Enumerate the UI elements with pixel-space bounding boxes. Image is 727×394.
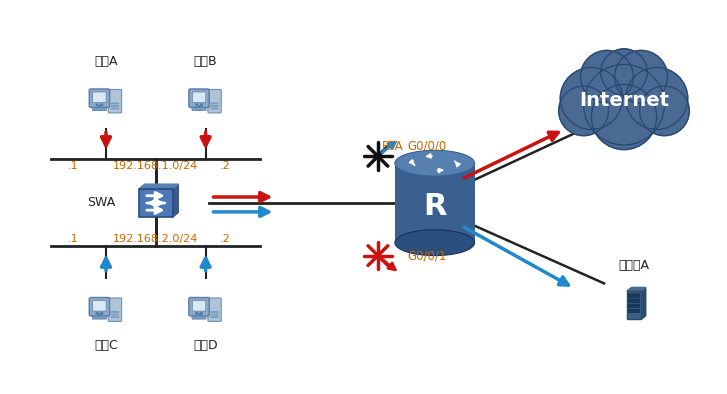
FancyBboxPatch shape xyxy=(210,311,219,313)
Text: G0/0/1: G0/0/1 xyxy=(408,249,447,262)
Polygon shape xyxy=(627,287,646,291)
FancyBboxPatch shape xyxy=(210,102,219,104)
Circle shape xyxy=(196,312,198,314)
Circle shape xyxy=(625,67,688,130)
Text: 主朿B: 主朿B xyxy=(194,56,217,69)
FancyBboxPatch shape xyxy=(627,291,641,320)
FancyBboxPatch shape xyxy=(208,89,221,113)
FancyBboxPatch shape xyxy=(192,316,206,319)
FancyBboxPatch shape xyxy=(192,108,206,111)
Circle shape xyxy=(559,86,608,136)
Circle shape xyxy=(201,104,202,106)
FancyBboxPatch shape xyxy=(628,299,640,303)
FancyBboxPatch shape xyxy=(628,294,640,297)
Circle shape xyxy=(101,104,103,106)
FancyBboxPatch shape xyxy=(92,301,106,311)
Text: G0/0/0: G0/0/0 xyxy=(408,140,447,153)
Text: RTA: RTA xyxy=(382,140,403,153)
FancyBboxPatch shape xyxy=(210,108,219,110)
FancyBboxPatch shape xyxy=(139,189,172,217)
Circle shape xyxy=(561,67,622,130)
FancyBboxPatch shape xyxy=(628,304,640,308)
Text: .1: .1 xyxy=(68,161,79,171)
FancyBboxPatch shape xyxy=(111,314,119,316)
Text: R: R xyxy=(423,192,446,221)
Text: 主朿A: 主朿A xyxy=(95,56,118,69)
FancyBboxPatch shape xyxy=(210,316,219,318)
Text: 主朿D: 主朿D xyxy=(193,340,218,353)
Text: .2: .2 xyxy=(220,161,231,171)
Circle shape xyxy=(101,312,103,314)
Circle shape xyxy=(96,104,97,106)
Text: 192.168.2.0/24: 192.168.2.0/24 xyxy=(113,234,198,244)
Circle shape xyxy=(580,50,633,103)
Text: Internet: Internet xyxy=(579,91,669,110)
Polygon shape xyxy=(172,184,178,217)
FancyBboxPatch shape xyxy=(92,92,106,102)
Circle shape xyxy=(640,86,689,136)
FancyBboxPatch shape xyxy=(210,105,219,107)
Circle shape xyxy=(201,312,202,314)
FancyBboxPatch shape xyxy=(92,316,106,319)
FancyBboxPatch shape xyxy=(111,108,119,110)
FancyBboxPatch shape xyxy=(92,108,106,111)
Text: 192.168.1.0/24: 192.168.1.0/24 xyxy=(113,161,198,171)
Circle shape xyxy=(196,104,198,106)
FancyBboxPatch shape xyxy=(108,89,121,113)
FancyBboxPatch shape xyxy=(189,89,209,108)
FancyBboxPatch shape xyxy=(111,105,119,107)
Polygon shape xyxy=(395,163,475,243)
FancyBboxPatch shape xyxy=(111,316,119,318)
Ellipse shape xyxy=(395,230,475,256)
Circle shape xyxy=(584,64,664,145)
FancyBboxPatch shape xyxy=(208,298,221,322)
Text: .1: .1 xyxy=(68,234,79,244)
FancyBboxPatch shape xyxy=(189,297,209,316)
Polygon shape xyxy=(641,287,646,320)
Circle shape xyxy=(601,49,647,95)
Text: SWA: SWA xyxy=(87,197,115,210)
FancyBboxPatch shape xyxy=(89,297,110,316)
FancyBboxPatch shape xyxy=(193,92,206,102)
FancyBboxPatch shape xyxy=(111,102,119,104)
FancyBboxPatch shape xyxy=(108,298,121,322)
Polygon shape xyxy=(139,184,178,189)
Circle shape xyxy=(591,85,656,150)
FancyBboxPatch shape xyxy=(89,89,110,108)
Circle shape xyxy=(614,50,667,103)
FancyBboxPatch shape xyxy=(210,314,219,316)
Text: 主朿C: 主朿C xyxy=(94,340,118,353)
FancyBboxPatch shape xyxy=(111,311,119,313)
Circle shape xyxy=(96,312,97,314)
Text: 服务器A: 服务器A xyxy=(619,259,649,272)
Text: .2: .2 xyxy=(220,234,231,244)
Ellipse shape xyxy=(395,151,475,176)
FancyBboxPatch shape xyxy=(628,309,640,312)
FancyBboxPatch shape xyxy=(193,301,206,311)
